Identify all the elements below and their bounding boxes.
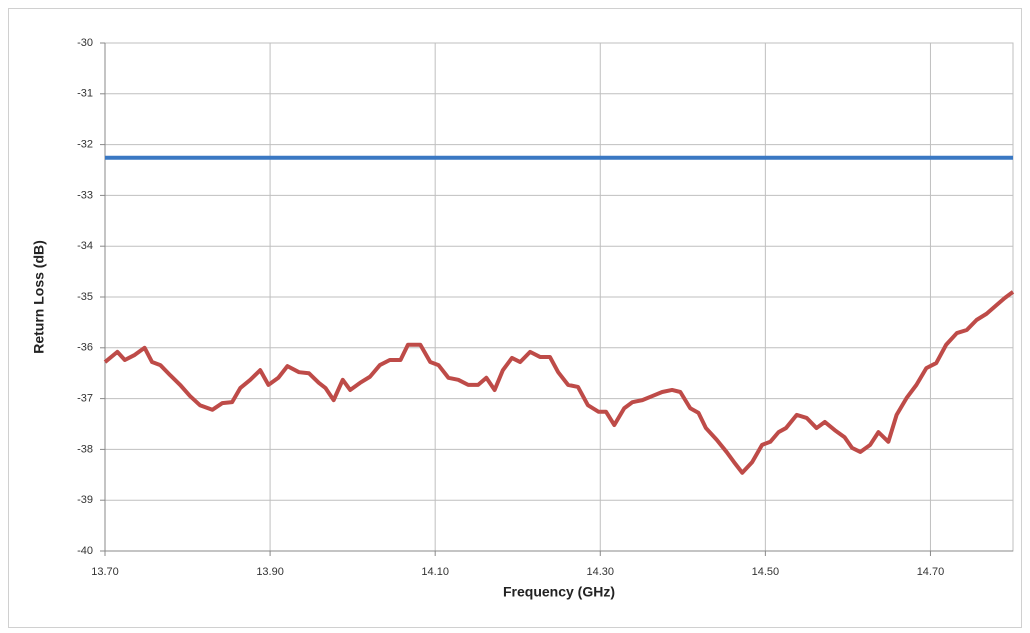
x-tick-label: 13.90	[256, 566, 284, 578]
series-line	[103, 290, 1015, 475]
y-tick-label: -36	[77, 342, 93, 354]
y-tick-label: -40	[77, 545, 93, 557]
x-tick-label: 14.70	[917, 566, 945, 578]
x-tick-label: 14.30	[587, 566, 615, 578]
x-tick-label: 14.10	[421, 566, 449, 578]
y-axis-title: Return Loss (dB)	[31, 240, 47, 354]
y-tick-label: -33	[77, 189, 93, 201]
x-tick-label: 14.50	[752, 566, 780, 578]
y-tick-label: -39	[77, 494, 93, 506]
y-tick-label: -32	[77, 139, 93, 151]
x-tick-label: 13.70	[91, 566, 119, 578]
y-tick-label: -31	[77, 88, 93, 100]
y-tick-label: -30	[77, 37, 93, 49]
y-tick-label: -38	[77, 443, 93, 455]
y-tick-label: -34	[77, 240, 93, 252]
y-tick-label: -37	[77, 393, 93, 405]
x-axis-title: Frequency (GHz)	[503, 584, 615, 600]
y-tick-label: -35	[77, 291, 93, 303]
